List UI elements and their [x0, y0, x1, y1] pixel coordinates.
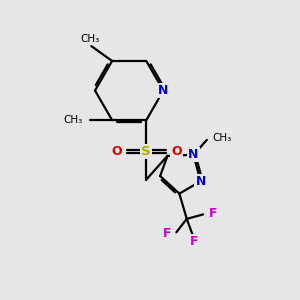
- Text: CH₃: CH₃: [80, 34, 99, 44]
- Text: F: F: [190, 235, 199, 248]
- Text: S: S: [142, 145, 151, 158]
- Text: N: N: [158, 84, 169, 97]
- Text: F: F: [163, 227, 171, 240]
- Text: O: O: [111, 145, 122, 158]
- Text: CH₃: CH₃: [63, 115, 83, 125]
- Text: CH₃: CH₃: [213, 134, 232, 143]
- Text: O: O: [171, 145, 181, 158]
- Text: F: F: [208, 207, 217, 220]
- Text: N: N: [195, 175, 206, 188]
- Text: N: N: [188, 148, 199, 161]
